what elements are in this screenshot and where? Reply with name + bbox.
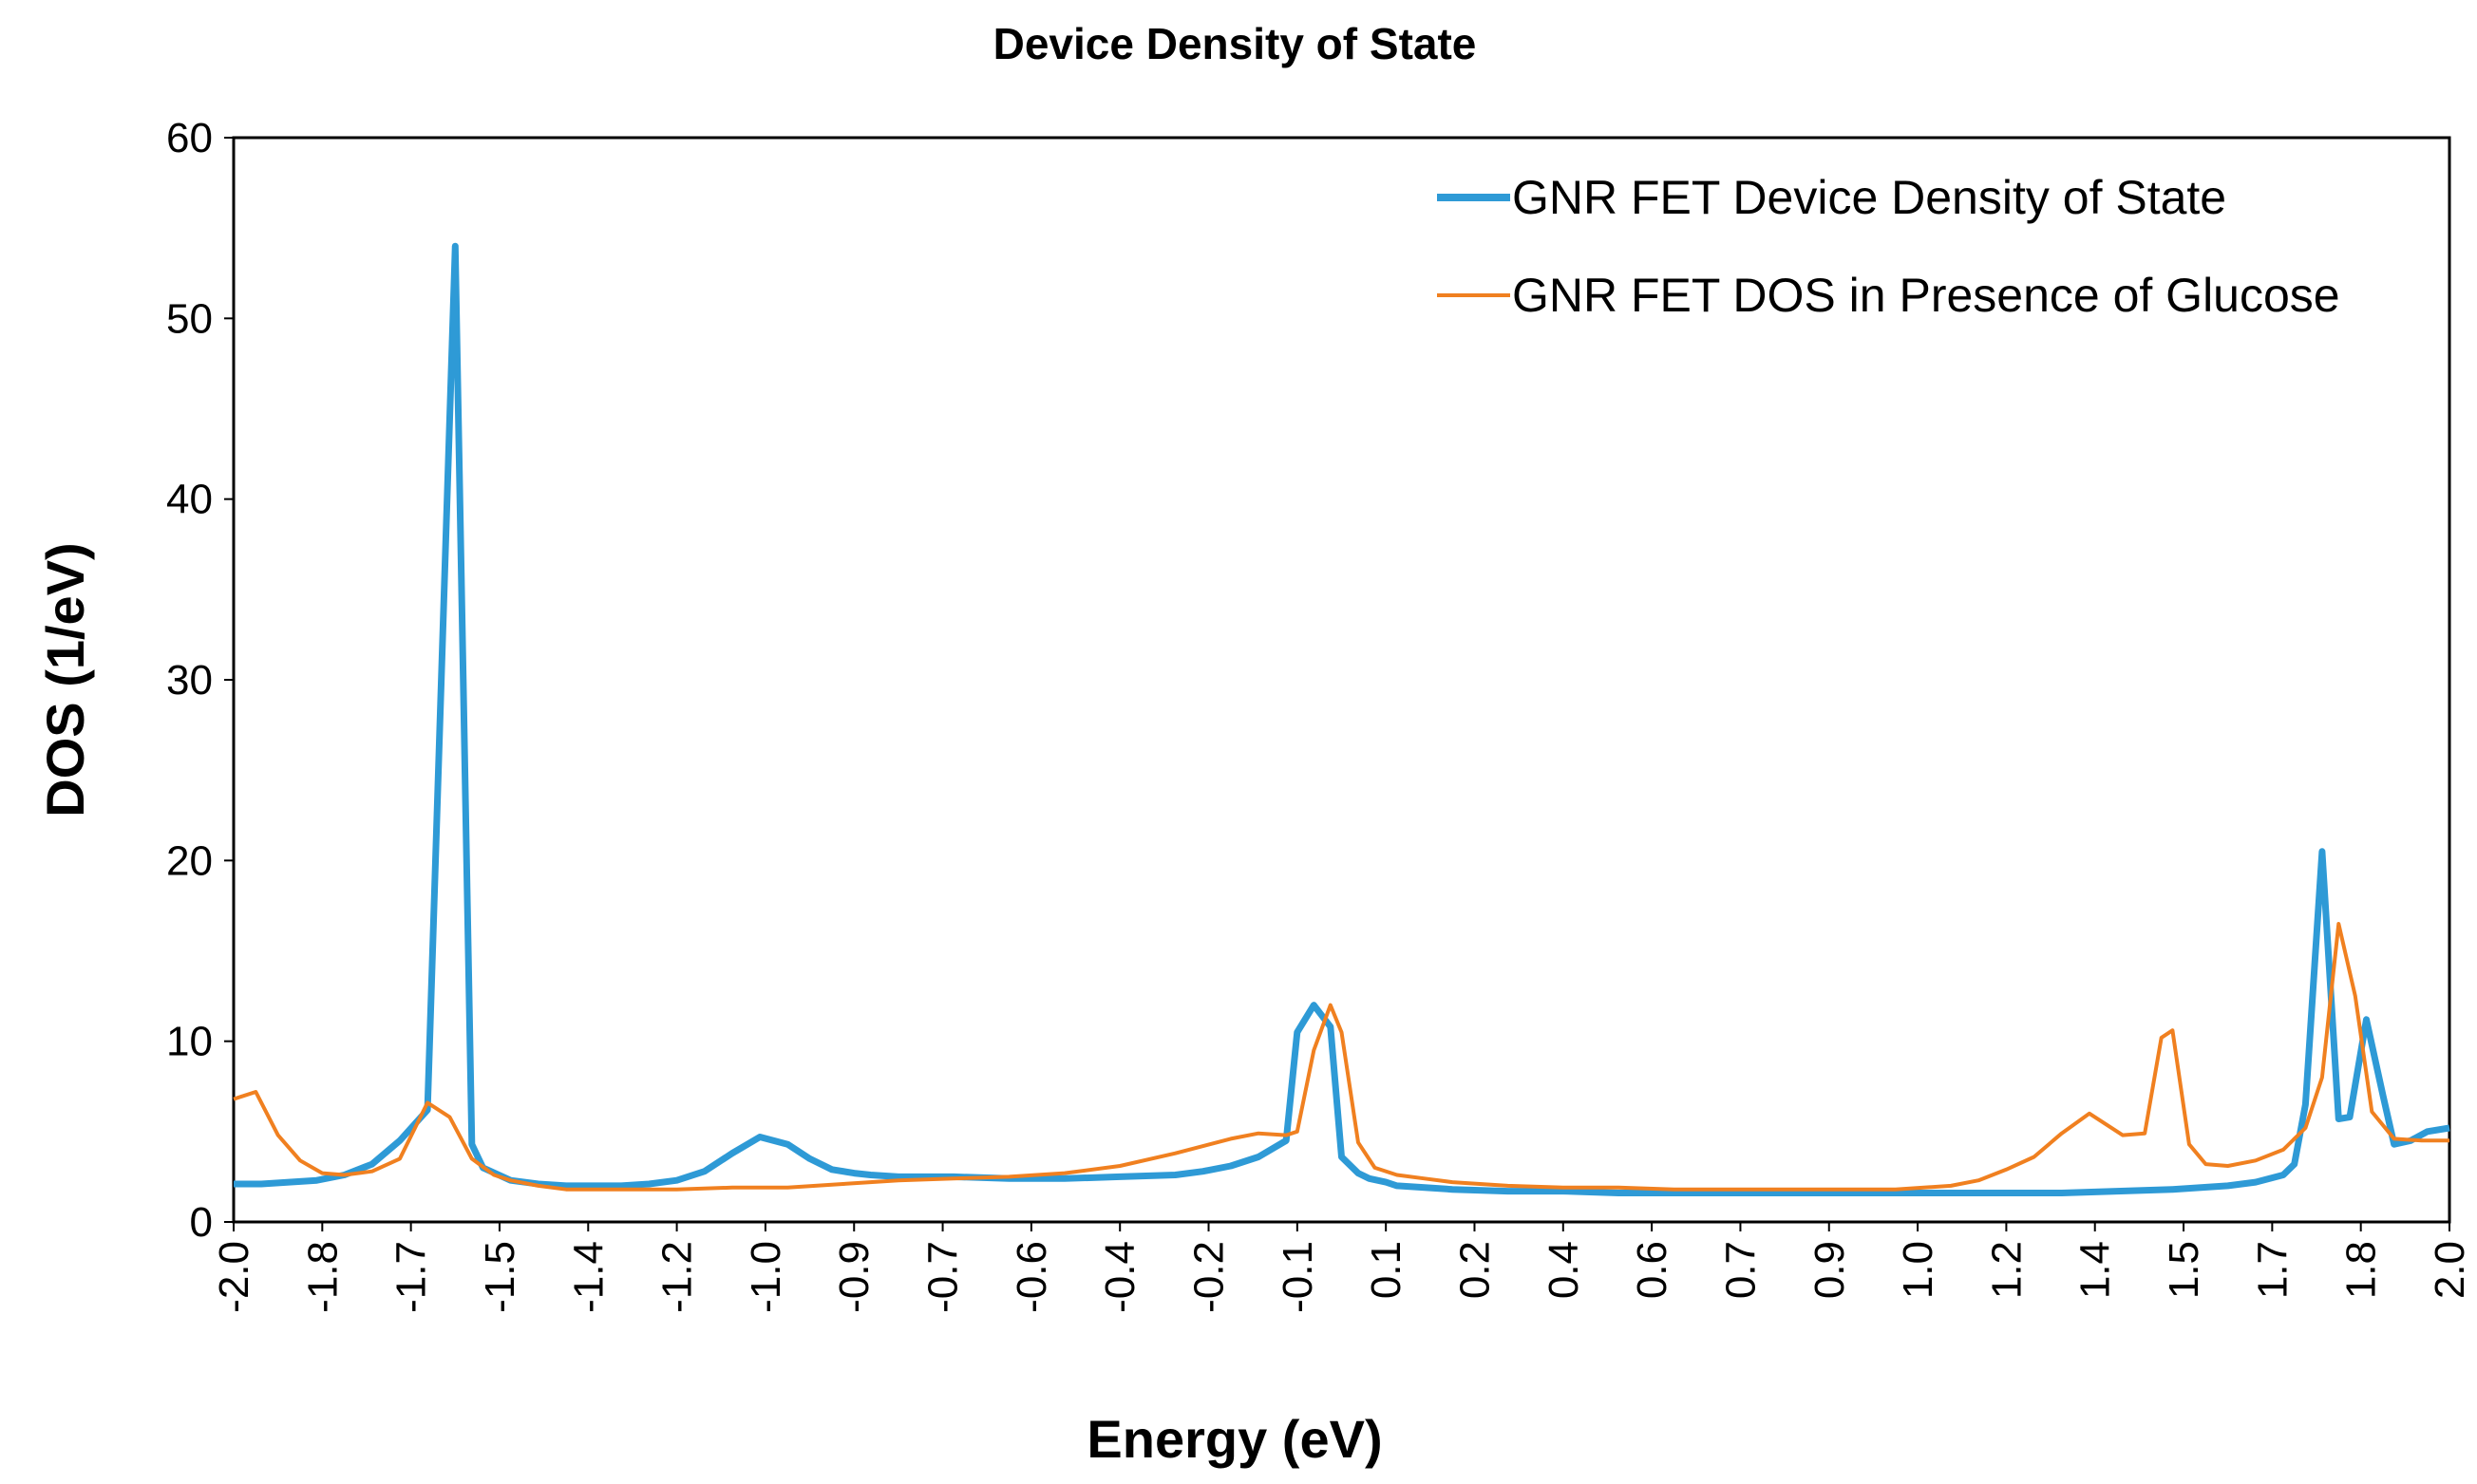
x-tick-label: 0.7 [1717,1241,1764,1299]
x-tick-label: -1.5 [477,1241,523,1313]
x-tick-label: 0.6 [1629,1241,1675,1299]
x-tick-label: 2.0 [2427,1241,2473,1299]
series-layer [233,242,2450,1196]
x-tick-label: 1.4 [2072,1241,2119,1299]
x-tick-label: -1.8 [299,1241,346,1313]
y-tick-label: 50 [166,295,213,342]
x-tick-label: -1.4 [565,1241,612,1313]
legend: GNR FET Device Density of State GNR FET … [1437,171,2340,322]
y-axis-label: DOS (1/eV) [35,542,95,817]
x-tick-label: 0.9 [1806,1241,1853,1299]
x-tick-label: 1.7 [2249,1241,2296,1299]
series-line-gnr-fet-glucose [233,922,2449,1192]
x-tick-label: -2.0 [211,1241,257,1313]
x-axis-ticks: -2.0 -1.8 -1.7 -1.5 -1.4 -1.2 -1.0 -0.9 -0.7 -0.6… [211,1222,2473,1313]
y-tick-label: 40 [166,477,213,523]
x-tick-label: -1.7 [388,1241,435,1313]
y-axis-ticks: 0 10 20 30 40 50 60 [166,115,234,1246]
x-tick-label: -0.7 [920,1241,967,1313]
x-tick-label: -0.9 [831,1241,878,1313]
y-tick-label: 20 [166,837,213,884]
chart-title: Device Density of State [993,19,1477,68]
x-tick-label: 0.4 [1541,1241,1587,1299]
x-tick-label: 1.5 [2161,1241,2207,1299]
series-line-gnr-fet-dos [234,242,2450,1196]
x-tick-label: -1.2 [654,1241,701,1313]
x-axis-label: Energy (eV) [1087,1409,1382,1469]
x-tick-label: -0.1 [1275,1241,1321,1313]
x-tick-label: -0.4 [1097,1241,1144,1313]
legend-label-gnr-fet-dos: GNR FET Device Density of State [1512,171,2226,224]
x-tick-label: 1.8 [2338,1241,2385,1299]
x-tick-label: 0.1 [1363,1241,1409,1299]
x-tick-label: -0.2 [1186,1241,1233,1313]
y-tick-label: 0 [190,1199,213,1246]
x-tick-label: 1.0 [1895,1241,1941,1299]
x-tick-label: 0.2 [1451,1241,1498,1299]
x-tick-label: -0.6 [1009,1241,1055,1313]
y-tick-label: 30 [166,657,213,704]
y-tick-label: 60 [166,115,213,161]
x-tick-label: 1.2 [1983,1241,2030,1299]
x-tick-label: -1.0 [743,1241,789,1313]
legend-label-gnr-fet-glucose: GNR FET DOS in Presence of Glucose [1512,269,2340,322]
y-tick-label: 10 [166,1019,213,1065]
